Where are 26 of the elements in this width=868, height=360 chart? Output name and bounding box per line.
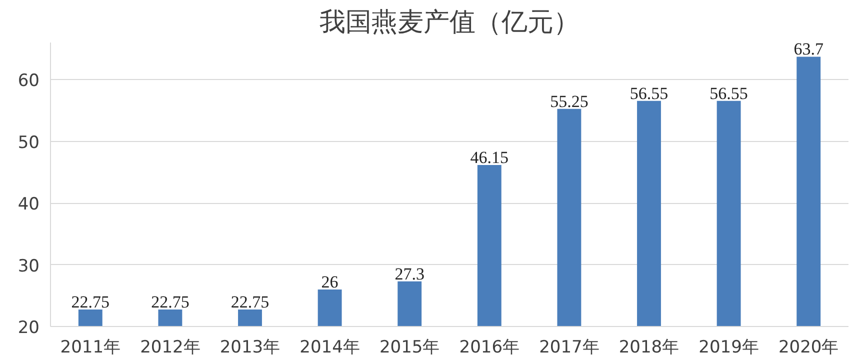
- data-label: 22.75: [71, 292, 110, 312]
- data-label: 63.7: [794, 40, 824, 59]
- y-tick-label: 50: [18, 132, 40, 153]
- x-tick-label: 2013年: [220, 338, 280, 358]
- data-label: 27.3: [394, 264, 424, 284]
- x-tick-label: 2015年: [379, 338, 440, 358]
- x-tick-label: 2017年: [539, 338, 600, 358]
- x-tick-label: 2020年: [778, 338, 839, 358]
- data-label: 22.75: [151, 292, 190, 312]
- y-tick-label: 60: [18, 71, 40, 92]
- data-label: 26: [321, 272, 338, 292]
- data-label: 56.55: [710, 84, 748, 103]
- x-tick-label: 2019年: [698, 338, 759, 358]
- x-tick-label: 2016年: [459, 338, 520, 358]
- data-label: 46.15: [470, 148, 509, 168]
- x-tick-label: 2018年: [618, 338, 680, 358]
- chart-title: 我国燕麦产值（亿元）: [320, 8, 580, 38]
- y-tick-label: 30: [18, 256, 40, 276]
- data-label: 55.25: [550, 92, 588, 111]
- y-tick-label: 40: [18, 194, 40, 215]
- y-tick-label: 20: [18, 318, 40, 338]
- x-tick-label: 2012年: [140, 338, 200, 358]
- data-label: 22.75: [230, 292, 270, 312]
- x-tick-label: 2011年: [60, 338, 121, 358]
- x-tick-label: 2014年: [300, 338, 360, 358]
- data-label: 56.55: [630, 84, 668, 103]
